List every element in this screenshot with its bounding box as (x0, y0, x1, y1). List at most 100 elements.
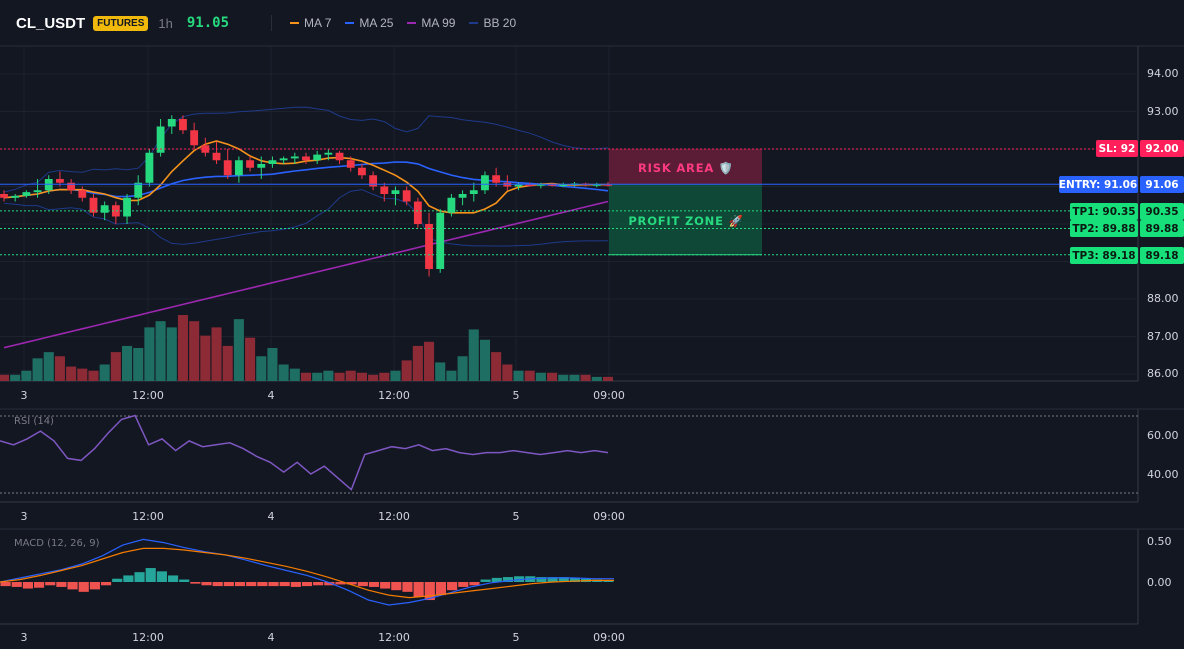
volume-bar (323, 370, 334, 381)
macd-hist-bar (313, 582, 324, 586)
macd-hist-bar (346, 582, 357, 585)
macd-hist-bar (268, 582, 279, 587)
bb-upper-line (3, 106, 609, 193)
ma99-swatch (407, 22, 417, 24)
macd-hist-bar (78, 582, 89, 592)
macd-hist-bar (223, 582, 234, 587)
legend-ma7[interactable]: MA 7 (290, 16, 331, 30)
bollinger-bands (3, 106, 609, 247)
trade-zones (609, 149, 762, 256)
macd-hist-bar (201, 582, 212, 586)
candle-body (548, 184, 556, 186)
macd-hist-bar (156, 571, 167, 582)
rsi-series (0, 414, 609, 491)
volume-bar (289, 368, 300, 381)
volume-bar (32, 358, 43, 381)
last-price: 91.05 (186, 15, 230, 31)
time-label-12b: 12:00 (378, 389, 410, 402)
macd-hist-bar (45, 582, 56, 586)
candle-body (179, 119, 187, 131)
macd-hist-bar (246, 582, 257, 587)
volume-bar (424, 341, 435, 381)
legend-ma25[interactable]: MA 25 (345, 16, 393, 30)
macd-hist-bar (435, 582, 447, 596)
volume-bar (122, 345, 133, 381)
macd-hist-bar (112, 578, 123, 582)
candle-body (67, 182, 76, 191)
volume-bar (110, 352, 121, 381)
tp1-price-text: 90.35 (1145, 206, 1178, 218)
time-label-5: 5 (513, 389, 520, 402)
candle-body (268, 160, 277, 164)
candle-body (525, 184, 534, 187)
macd-hist-bar (279, 582, 290, 587)
macd-hist-bar (89, 582, 100, 590)
tp3-tag-text: TP3: 89.18 (1072, 250, 1135, 262)
timeframe-label[interactable]: 1h (158, 15, 173, 31)
profit-zone-label: PROFIT ZONE 🚀 (628, 214, 743, 228)
candle-body (358, 167, 366, 176)
macd-time-12a: 12:00 (132, 631, 164, 644)
volume-bar (0, 374, 10, 381)
legend-bb20[interactable]: BB 20 (469, 16, 516, 30)
profit-zone-box (609, 184, 762, 255)
volume-bar (166, 327, 177, 381)
rsi-time-12a: 12:00 (132, 510, 164, 523)
volume-bar (300, 372, 312, 381)
candles (0, 115, 612, 277)
macd-hist-bar (234, 582, 246, 587)
signal-line (0, 547, 614, 599)
time-label-0900: 09:00 (593, 389, 625, 402)
price-tick-94: 94.00 (1147, 67, 1179, 80)
volume-bar (21, 370, 32, 381)
volume-bar (256, 356, 267, 381)
candle-body (290, 156, 299, 159)
macd-hist-bar (458, 582, 469, 587)
candle-body (436, 212, 445, 269)
volume-bar (468, 329, 479, 381)
volume-bar (435, 362, 446, 381)
candle-body (145, 152, 154, 183)
rsi-time-3: 3 (21, 510, 28, 523)
volume-bar (591, 376, 602, 381)
candle-body (592, 184, 601, 186)
ma99-line (3, 200, 609, 349)
candle-body (167, 119, 176, 127)
volume-bar (200, 335, 211, 381)
time-label-12a: 12:00 (132, 389, 164, 402)
symbol-label[interactable]: CL_USDT (16, 14, 86, 32)
time-axis-macd: 3 12:00 4 12:00 5 09:00 (21, 631, 625, 644)
candle-body (313, 154, 322, 161)
volume-bar (401, 360, 412, 381)
macd-hist-bar (469, 582, 480, 586)
rsi-title: RSI (14) (14, 416, 54, 427)
macd-hist-bar (447, 582, 458, 591)
price-tick-86: 86.00 (1147, 367, 1179, 380)
candle-body (559, 184, 568, 187)
tp1-tag-text: TP1: 90.35 (1072, 206, 1135, 218)
price-tick-93: 93.00 (1147, 105, 1179, 118)
volume-bar (457, 356, 468, 381)
macd-tick-000: 0.00 (1147, 576, 1172, 589)
volume-bar (558, 374, 569, 381)
macd-time-12b: 12:00 (378, 631, 410, 644)
candle-body (156, 126, 165, 153)
candle-body (123, 197, 131, 217)
candle-body (223, 160, 232, 176)
candle-body (33, 190, 42, 193)
volume-bar (524, 370, 535, 381)
rsi-time-0900: 09:00 (593, 510, 625, 523)
candle-body (11, 195, 20, 198)
macd-hist-bar (301, 582, 313, 587)
futures-badge: FUTURES (93, 15, 149, 31)
macd-hist-bar (558, 577, 569, 582)
macd-hist-bar (11, 582, 22, 587)
candle-body (257, 164, 266, 168)
macd-hist-bar (123, 575, 134, 582)
rsi-tick-60: 60.00 (1147, 429, 1179, 442)
volume-bar (66, 366, 77, 381)
price-tick-88: 88.00 (1147, 292, 1179, 305)
legend-ma99[interactable]: MA 99 (407, 16, 455, 30)
candle-body (22, 192, 31, 196)
